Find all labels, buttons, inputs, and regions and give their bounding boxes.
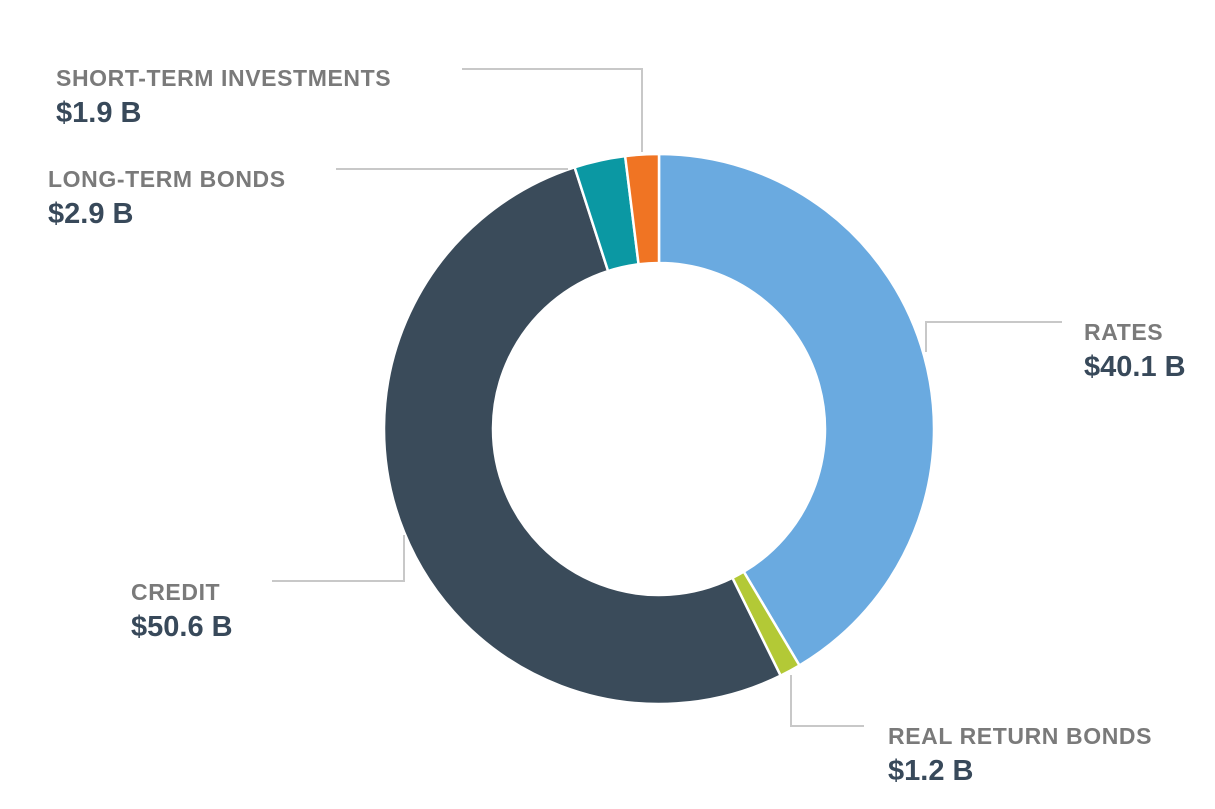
leader-short-term-investments (462, 68, 643, 152)
label-value: $40.1 B (1084, 351, 1186, 383)
label-long-term-bonds: LONG-TERM BONDS $2.9 B (48, 166, 286, 232)
label-value: $2.9 B (48, 198, 134, 230)
leader-lines (272, 68, 1062, 727)
label-name: RATES (1084, 319, 1164, 345)
label-credit: CREDIT $50.6 B (131, 579, 233, 645)
leader-rates (925, 321, 1062, 352)
label-short-term-investments: SHORT-TERM INVESTMENTS $1.9 B (56, 65, 391, 131)
slice-credit (382, 165, 783, 706)
label-value: $1.9 B (56, 97, 142, 129)
label-name: REAL RETURN BONDS (888, 723, 1153, 749)
slice-rates (657, 152, 936, 668)
leader-credit (272, 535, 405, 582)
donut-slices (382, 152, 936, 706)
label-name: CREDIT (131, 579, 221, 605)
label-value: $50.6 B (131, 611, 233, 643)
label-name: LONG-TERM BONDS (48, 166, 286, 192)
slice-short-term-investments (623, 152, 661, 266)
leader-real-return-bonds (790, 675, 864, 727)
label-name: SHORT-TERM INVESTMENTS (56, 65, 392, 91)
label-rates: RATES $40.1 B (1084, 319, 1186, 385)
label-real-return-bonds: REAL RETURN BONDS $1.2 B (888, 723, 1152, 789)
label-value: $1.2 B (888, 755, 974, 787)
